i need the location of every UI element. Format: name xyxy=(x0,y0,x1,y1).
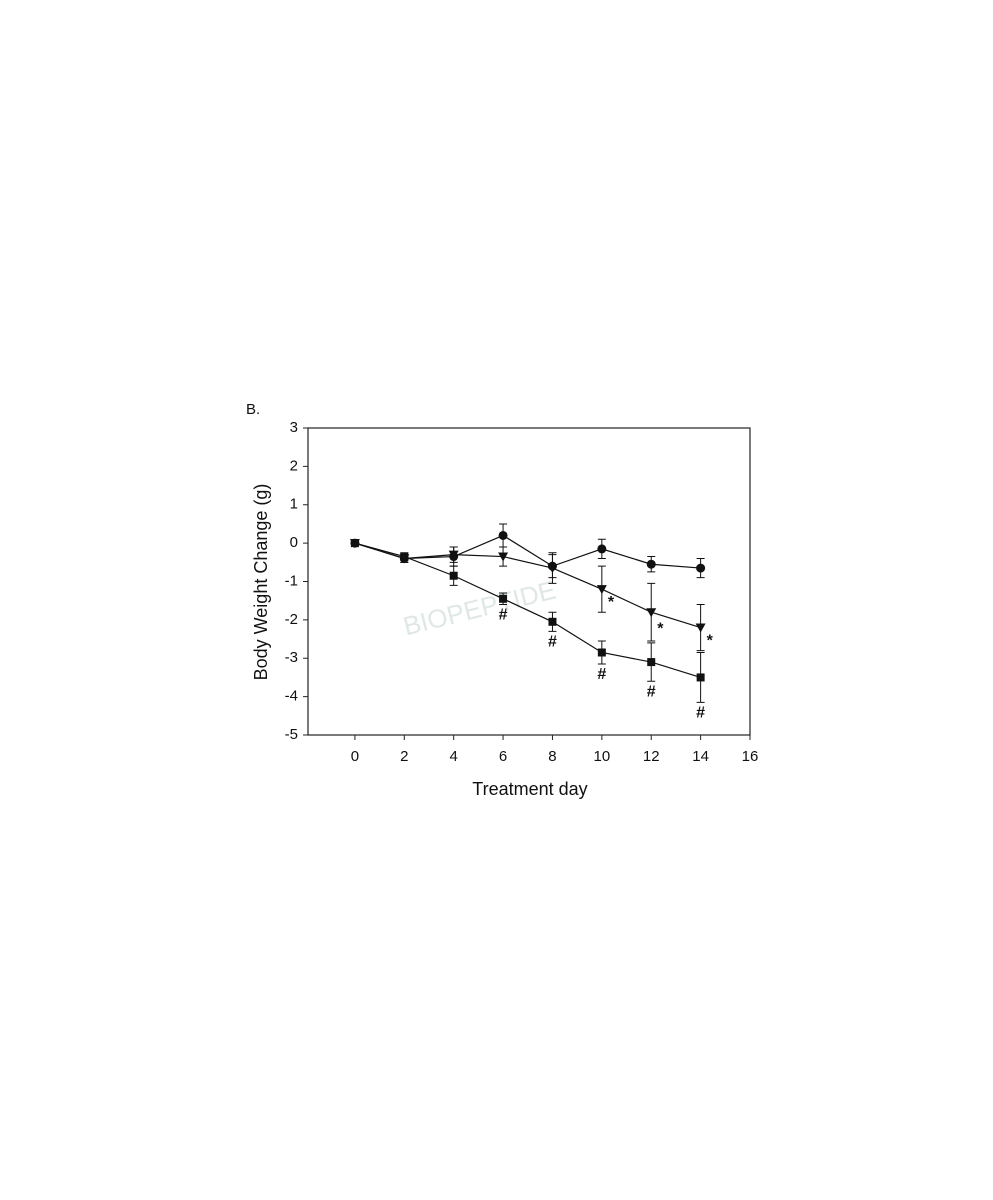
significance-label: # xyxy=(696,705,705,722)
x-tick-label: 6 xyxy=(499,748,507,765)
x-tick-label: 0 xyxy=(351,748,359,765)
y-tick-label: -4 xyxy=(285,688,298,705)
marker xyxy=(647,658,656,667)
series-line xyxy=(354,542,701,679)
panel-label: B. xyxy=(246,401,260,418)
watermark: BIOPEPTIDE xyxy=(400,575,559,642)
marker xyxy=(696,563,706,573)
x-tick-label: 10 xyxy=(593,748,610,765)
y-tick-label: 2 xyxy=(290,457,298,474)
significance-label: * xyxy=(707,633,714,650)
marker xyxy=(498,530,508,540)
marker xyxy=(499,594,508,603)
significance-label: * xyxy=(608,594,615,611)
significance-label: # xyxy=(499,607,508,624)
y-tick-label: 0 xyxy=(290,534,298,551)
x-tick-label: 8 xyxy=(548,748,556,765)
y-tick-label: -2 xyxy=(285,611,298,628)
marker xyxy=(597,648,606,657)
significance-label: # xyxy=(647,683,656,700)
x-tick-label: 12 xyxy=(643,748,660,765)
marker xyxy=(448,550,459,560)
marker xyxy=(547,564,558,574)
x-tick-label: 14 xyxy=(692,748,709,765)
marker xyxy=(548,617,557,626)
y-tick-label: 1 xyxy=(290,496,298,513)
marker xyxy=(498,552,509,562)
significance-label: # xyxy=(548,634,557,651)
y-axis-label: Body Weight Change (g) xyxy=(251,484,271,681)
y-tick-label: -1 xyxy=(285,572,298,589)
marker xyxy=(350,539,359,548)
y-tick-label: 3 xyxy=(290,419,298,436)
marker xyxy=(449,571,458,580)
marker xyxy=(696,673,705,682)
x-tick-label: 4 xyxy=(450,748,458,765)
significance-label: # xyxy=(597,666,606,683)
marker xyxy=(695,623,706,633)
marker xyxy=(646,608,657,618)
y-tick-label: -5 xyxy=(285,726,298,743)
series-line xyxy=(354,542,701,629)
x-tick-label: 2 xyxy=(400,748,408,765)
x-axis-label: Treatment day xyxy=(472,779,587,799)
marker xyxy=(597,544,607,554)
marker xyxy=(596,585,607,595)
marker xyxy=(400,552,409,561)
y-tick-label: -3 xyxy=(285,649,298,666)
marker xyxy=(646,559,656,569)
significance-label: * xyxy=(657,621,664,638)
x-tick-label: 16 xyxy=(742,748,759,765)
